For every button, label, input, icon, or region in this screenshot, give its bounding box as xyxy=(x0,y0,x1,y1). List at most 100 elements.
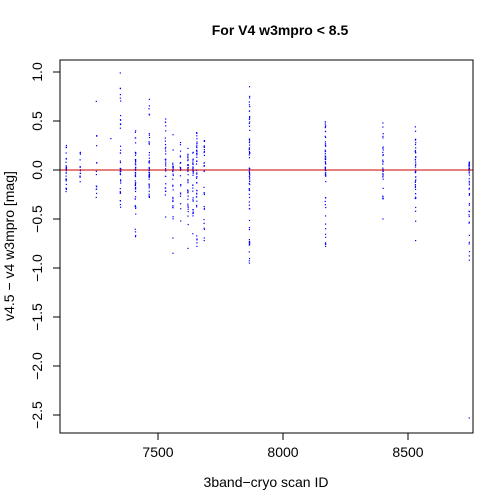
data-point xyxy=(248,241,250,243)
data-point xyxy=(324,153,326,155)
data-point xyxy=(414,150,416,152)
data-point xyxy=(248,242,251,244)
data-point xyxy=(148,176,150,178)
data-point xyxy=(324,233,327,235)
data-point xyxy=(382,168,384,170)
data-point xyxy=(382,196,384,198)
data-point xyxy=(324,126,326,128)
data-point xyxy=(414,186,416,188)
data-point xyxy=(172,252,174,254)
data-point xyxy=(187,223,189,226)
data-point xyxy=(148,160,151,162)
data-point xyxy=(119,87,121,89)
x-tick-label: 8500 xyxy=(392,444,423,460)
data-point xyxy=(180,220,182,222)
data-point xyxy=(414,166,417,168)
data-point xyxy=(468,222,470,224)
data-point xyxy=(248,154,250,156)
data-point xyxy=(325,236,327,238)
data-point xyxy=(248,117,251,119)
data-point xyxy=(382,122,384,124)
data-point xyxy=(164,175,167,177)
data-point xyxy=(148,178,150,180)
data-point xyxy=(119,152,121,154)
data-point xyxy=(382,137,384,139)
x-tick-label: 7500 xyxy=(142,444,173,460)
data-point xyxy=(95,173,97,176)
data-point xyxy=(203,237,205,239)
data-point xyxy=(468,167,470,169)
data-point xyxy=(249,121,251,123)
data-point xyxy=(248,157,251,159)
data-point xyxy=(187,206,189,208)
data-point xyxy=(192,211,194,213)
data-point xyxy=(165,170,167,172)
data-point xyxy=(134,175,137,177)
data-point xyxy=(148,184,150,186)
data-point xyxy=(165,158,167,160)
data-point xyxy=(196,132,198,134)
data-point xyxy=(248,240,251,243)
data-point xyxy=(382,187,384,190)
data-point xyxy=(134,205,136,208)
data-point xyxy=(179,166,181,169)
data-point xyxy=(382,149,384,151)
data-point xyxy=(382,135,384,137)
data-point xyxy=(180,193,182,195)
plot-frame xyxy=(59,59,474,434)
data-point xyxy=(195,163,198,165)
data-point xyxy=(172,218,174,220)
data-point xyxy=(248,101,250,103)
y-tick-label: 0.0 xyxy=(29,160,45,180)
data-point xyxy=(148,161,150,163)
data-point xyxy=(382,159,384,161)
data-point xyxy=(187,167,189,170)
data-point xyxy=(196,141,198,143)
data-point xyxy=(195,204,198,207)
data-point xyxy=(468,192,471,195)
data-point xyxy=(248,86,251,88)
data-point xyxy=(196,160,198,162)
data-point xyxy=(172,205,174,207)
data-point xyxy=(203,207,205,210)
data-point xyxy=(135,161,137,163)
data-point xyxy=(414,185,417,187)
data-point xyxy=(120,206,122,208)
data-point xyxy=(96,135,98,137)
data-point xyxy=(203,146,205,148)
data-point xyxy=(196,156,198,158)
data-point xyxy=(415,197,417,199)
data-point xyxy=(164,148,166,150)
data-point xyxy=(148,157,151,159)
data-point xyxy=(179,162,181,164)
data-point xyxy=(249,177,251,179)
data-point xyxy=(192,158,194,160)
data-point xyxy=(172,170,174,172)
data-point xyxy=(203,192,206,194)
data-point xyxy=(134,184,136,187)
data-point xyxy=(172,216,174,218)
data-point xyxy=(165,118,167,120)
data-point xyxy=(468,204,470,206)
data-point xyxy=(415,176,417,178)
data-point xyxy=(382,161,384,163)
data-point xyxy=(468,182,470,184)
data-point xyxy=(148,132,150,135)
data-point xyxy=(414,172,416,174)
data-point xyxy=(164,163,167,165)
data-point xyxy=(203,154,206,156)
data-point xyxy=(148,187,150,189)
data-point xyxy=(65,158,67,160)
data-point xyxy=(414,171,416,173)
data-point xyxy=(196,173,198,175)
data-point xyxy=(248,238,250,241)
data-point xyxy=(119,123,122,126)
data-point xyxy=(172,165,174,168)
data-point xyxy=(203,222,205,224)
data-point xyxy=(135,137,137,139)
data-point xyxy=(135,234,137,237)
data-point xyxy=(148,134,150,136)
data-point xyxy=(134,158,137,161)
data-point xyxy=(65,175,67,177)
data-point xyxy=(180,203,182,205)
